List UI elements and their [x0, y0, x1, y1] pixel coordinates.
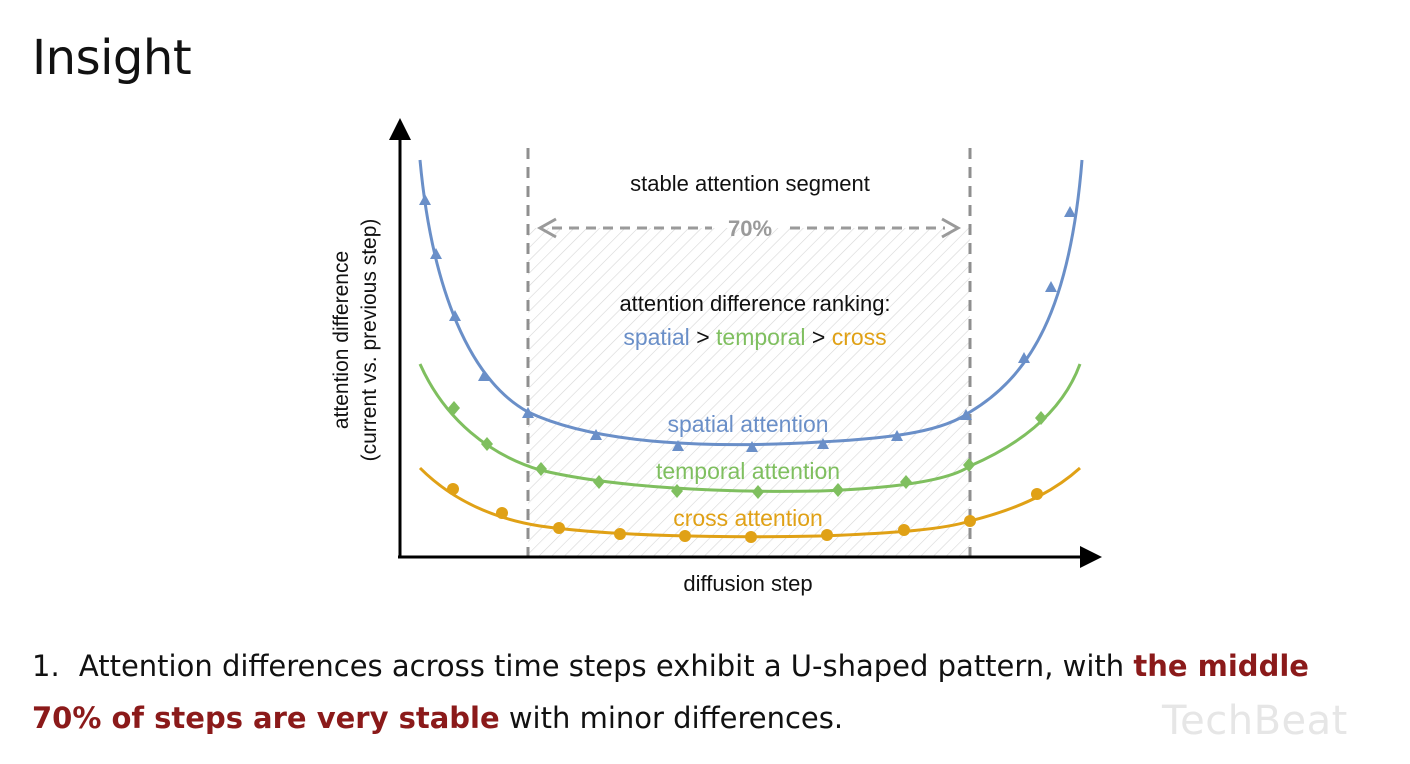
spatial-marker [1064, 206, 1076, 217]
y-axis-arrowhead [389, 118, 411, 140]
spatial-marker [817, 438, 829, 449]
arrowhead-right [941, 217, 962, 239]
temporal-marker [752, 485, 764, 499]
arrowhead-left [536, 217, 557, 239]
bullet-text-before: Attention differences across time steps … [78, 649, 1125, 683]
ranking-cross: cross [832, 324, 887, 350]
stable-segment-region [528, 228, 970, 557]
spatial-marker [419, 194, 431, 205]
cross-marker [496, 507, 508, 519]
ranking-spatial: spatial [623, 324, 689, 350]
temporal-marker [963, 458, 975, 472]
spatial-marker [1018, 352, 1030, 363]
spatial-marker [590, 429, 602, 440]
spatial-marker [891, 430, 903, 441]
temporal-attention-curve [418, 363, 1082, 493]
temporal-curve-label: temporal attention [656, 458, 840, 484]
bullet-highlight: the middle 70% of steps are very stable [32, 649, 1309, 735]
spatial-marker [449, 310, 461, 321]
x-axis-label: diffusion step [683, 571, 812, 596]
cross-curve-label: cross attention [673, 505, 823, 531]
spatial-marker [960, 409, 972, 420]
x-axis-arrowhead [1080, 546, 1102, 568]
temporal-marker [481, 437, 493, 451]
cross-marker [553, 522, 565, 534]
spatial-marker [478, 370, 490, 381]
ranking-gt-1: > [696, 324, 709, 350]
temporal-marker [535, 462, 547, 476]
spatial-markers [419, 194, 1076, 452]
cross-marker [964, 515, 976, 527]
ranking-temporal: temporal [716, 324, 805, 350]
cross-marker [821, 529, 833, 541]
spatial-marker [672, 440, 684, 451]
segment-percent: 70% [728, 216, 772, 241]
cross-marker [679, 530, 691, 542]
techbeat-watermark: TechBeat [1162, 698, 1348, 744]
slide-title: Insight [32, 30, 192, 86]
cross-marker [447, 483, 459, 495]
bullet-number: 1. [32, 649, 60, 683]
cross-markers [447, 483, 1043, 543]
temporal-marker [1035, 411, 1047, 425]
insight-bullet: 1. Attention differences across time ste… [32, 640, 1382, 744]
temporal-marker [671, 484, 683, 498]
cross-marker [898, 524, 910, 536]
temporal-marker [593, 475, 605, 489]
spatial-marker [746, 441, 758, 452]
temporal-marker [900, 475, 912, 489]
cross-marker [745, 531, 757, 543]
spatial-marker [1045, 281, 1057, 292]
ranking-order: spatial > temporal > cross [623, 324, 886, 350]
ranking-title: attention difference ranking: [619, 291, 890, 316]
attention-difference-diagram: 70% stable attention segment attention d… [330, 118, 1102, 596]
temporal-marker [448, 401, 460, 415]
y-axis-label: attention difference (current vs. previo… [330, 219, 381, 462]
segment-label: stable attention segment [630, 171, 870, 196]
cross-marker [614, 528, 626, 540]
spatial-marker [430, 248, 442, 259]
temporal-markers [448, 401, 1047, 499]
cross-marker [1031, 488, 1043, 500]
cross-attention-curve [418, 466, 1082, 539]
y-axis-label-line1: attention difference [330, 251, 353, 429]
spatial-marker [522, 407, 534, 418]
bullet-text-after: with minor differences. [508, 701, 844, 735]
temporal-marker [832, 483, 844, 497]
y-axis-label-line2: (current vs. previous step) [358, 219, 381, 462]
ranking-gt-2: > [812, 324, 825, 350]
spatial-curve-label: spatial attention [667, 411, 828, 437]
